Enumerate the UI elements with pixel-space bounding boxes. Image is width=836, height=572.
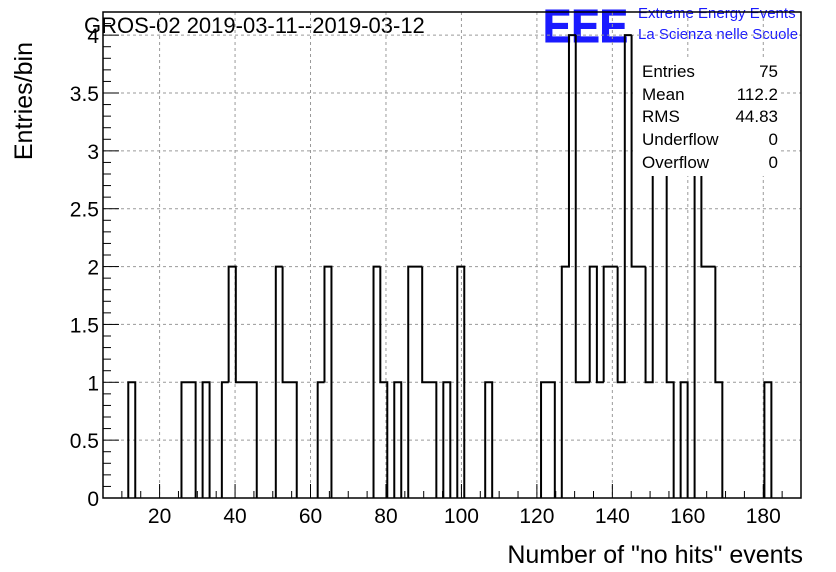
y-axis-title: Entries/bin: [10, 42, 38, 160]
stat-mean-label: Mean: [642, 85, 685, 104]
stat-underflow-label: Underflow: [642, 130, 719, 149]
chart-title: GROS-02 2019-03-11--2019-03-12: [84, 13, 425, 38]
y-axis: 0 0.5 1 1.5 2 2.5 3 3.5 4: [70, 11, 119, 511]
x-tick-label: 100: [444, 505, 479, 528]
histogram-outline: [127, 34, 773, 498]
y-tick-label: 3.5: [70, 83, 99, 106]
y-tick-label: 1: [87, 372, 99, 395]
y-tick-label: 2: [87, 257, 99, 280]
stat-mean-value: 112.2: [737, 85, 778, 104]
logo-line-1: Extreme Energy Events: [638, 5, 796, 22]
stat-overflow-label: Overflow: [642, 153, 710, 172]
x-tick-label: 140: [595, 505, 630, 528]
x-tick-label: 180: [746, 505, 781, 528]
stat-overflow-value: 0: [769, 153, 778, 172]
logo-mark: EEE: [543, 0, 628, 52]
x-tick-label: 80: [374, 505, 397, 528]
x-tick-label: 20: [148, 505, 171, 528]
stat-entries-label: Entries: [642, 62, 695, 81]
logo-line-2: La Scienza nelle Scuole: [638, 26, 798, 43]
y-tick-label: 0: [87, 488, 99, 511]
stats-box-background: [633, 57, 781, 176]
y-tick-label: 2.5: [70, 199, 99, 222]
stats-box: Entries 75 Mean 112.2 RMS 44.83 Underflo…: [633, 57, 781, 176]
x-tick-label: 120: [519, 505, 554, 528]
y-tick-label: 3: [87, 141, 99, 164]
x-tick-label: 60: [299, 505, 322, 528]
stat-rms-label: RMS: [642, 107, 680, 126]
stat-rms-value: 44.83: [735, 107, 778, 126]
stat-underflow-value: 0: [769, 130, 778, 149]
eee-logo: EEE Extreme Energy Events La Scienza nel…: [543, 0, 799, 53]
x-axis: 20 40 60 80 100 120 140 160 180: [102, 484, 802, 528]
x-tick-label: 160: [670, 505, 705, 528]
stat-entries-value: 75: [759, 62, 778, 81]
x-axis-title: Number of "no hits" events: [507, 541, 803, 569]
y-tick-label: 0.5: [70, 430, 99, 453]
y-tick-label: 1.5: [70, 314, 99, 337]
x-tick-label: 40: [223, 505, 246, 528]
y-tick-label: 4: [87, 25, 99, 48]
grid: [103, 12, 801, 498]
